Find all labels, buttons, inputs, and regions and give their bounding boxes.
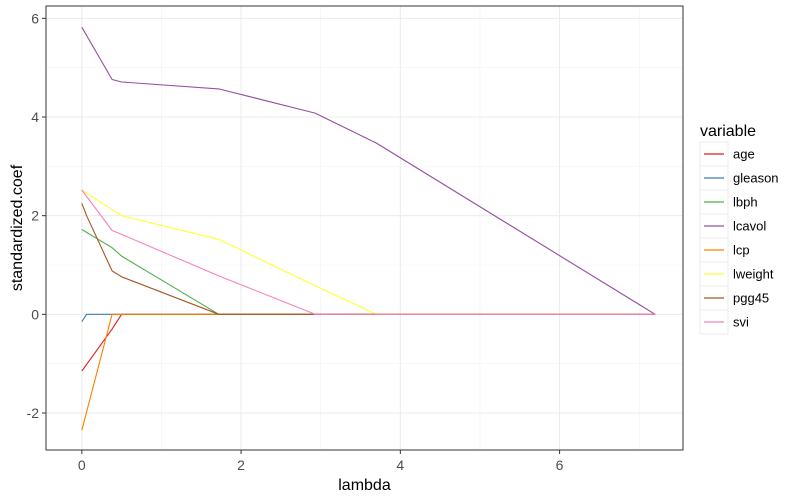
- x-tick-label: 6: [556, 457, 564, 473]
- series-line-pgg45: [81, 203, 656, 315]
- x-axis-title: lambda: [338, 477, 391, 494]
- grid-minor: [46, 6, 683, 450]
- series-line-lcavol: [81, 26, 656, 315]
- legend-label-lbph: lbph: [733, 195, 758, 210]
- y-tick-label: 0: [31, 306, 39, 322]
- x-tick-label: 0: [78, 457, 86, 473]
- legend-label-age: age: [733, 147, 755, 162]
- y-tick-label: -2: [27, 405, 40, 421]
- series-line-svi: [81, 189, 656, 315]
- y-tick-label: 6: [31, 10, 39, 26]
- x-tick-label: 2: [237, 457, 245, 473]
- x-tick-label: 4: [396, 457, 404, 473]
- y-tick-label: 4: [31, 109, 39, 125]
- y-tick-label: 2: [31, 208, 39, 224]
- legend-title: variable: [700, 123, 756, 140]
- legend-label-svi: svi: [733, 315, 749, 330]
- legend-label-gleason: gleason: [733, 171, 779, 186]
- legend-label-lcp: lcp: [733, 243, 750, 258]
- plot-background: [46, 6, 683, 450]
- y-axis-title: standardized.coef: [9, 164, 26, 291]
- legend: variable age gleason lbph lcavol lcp lweight p…: [699, 123, 779, 335]
- y-axis: -2 0 2 4 6: [27, 10, 46, 421]
- x-axis: 0 2 4 6: [78, 450, 564, 473]
- legend-label-lcavol: lcavol: [733, 219, 766, 234]
- legend-label-lweight: lweight: [733, 267, 774, 282]
- plot-border: [45, 5, 684, 451]
- legend-label-pgg45: pgg45: [733, 291, 769, 306]
- series-group: [81, 26, 656, 431]
